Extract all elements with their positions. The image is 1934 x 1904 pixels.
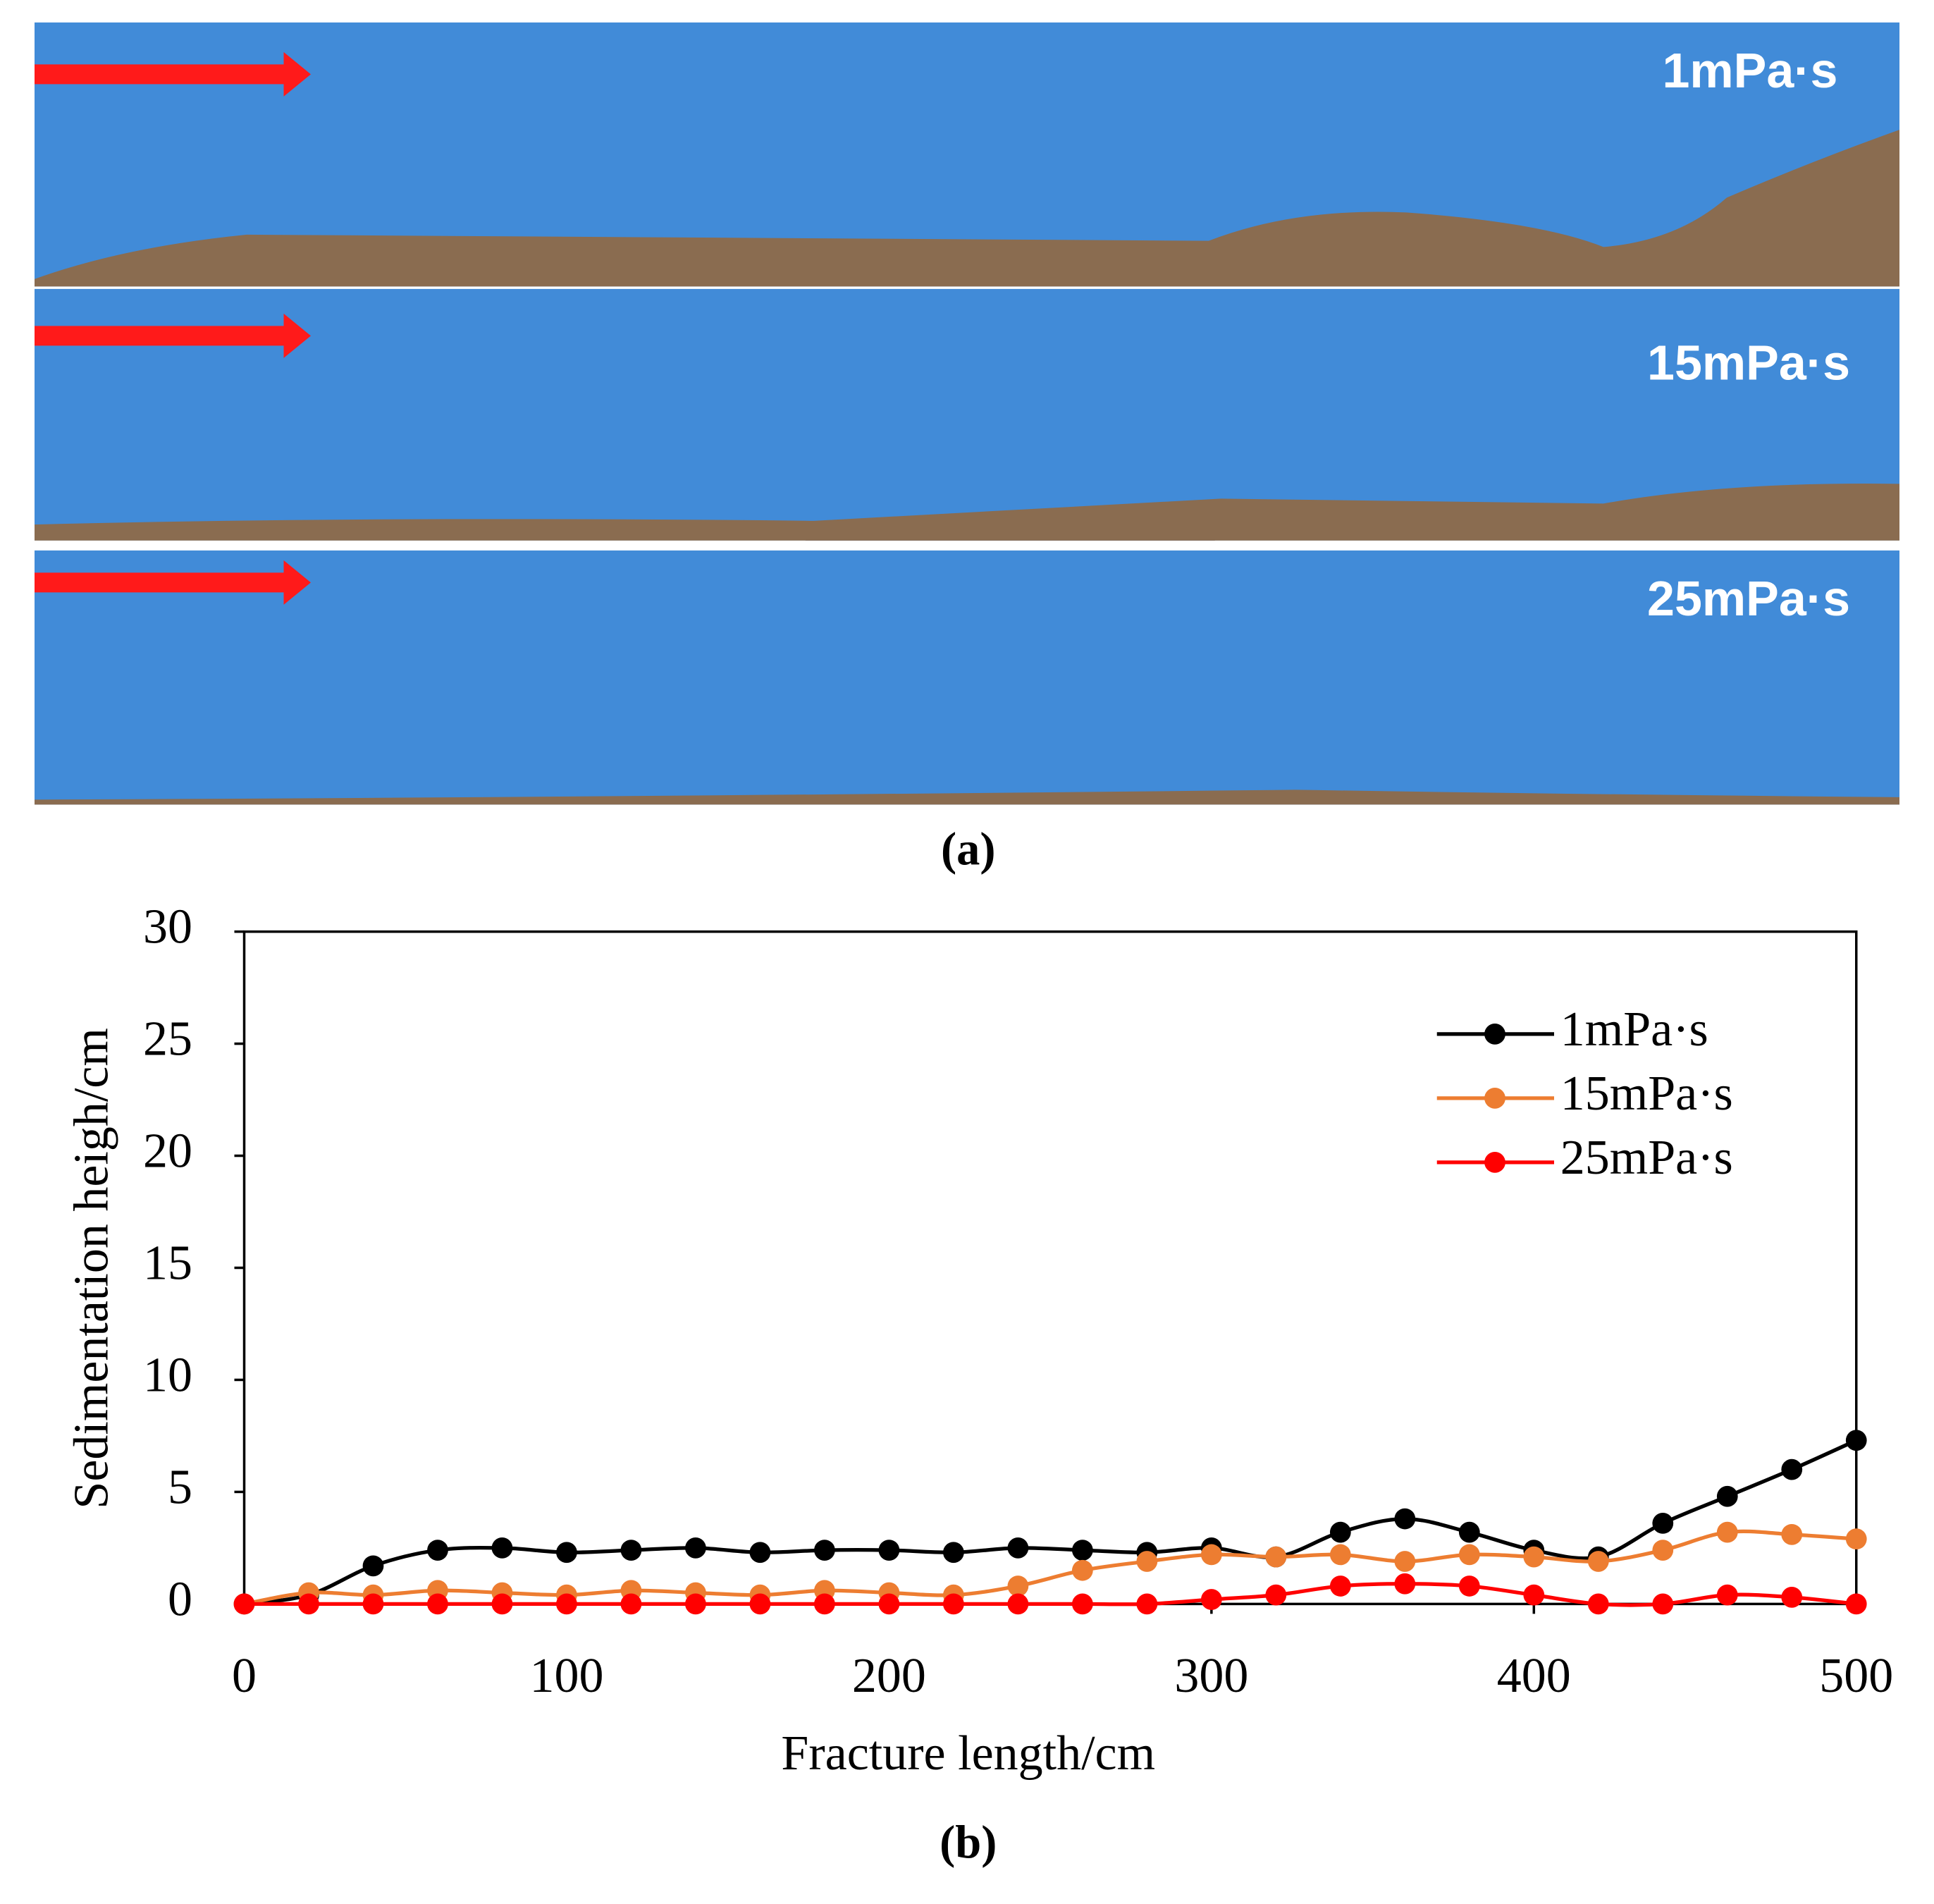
data-point (814, 1593, 835, 1615)
data-point (620, 1593, 642, 1615)
data-point (1845, 1593, 1867, 1615)
data-point (1007, 1576, 1029, 1597)
data-point (1652, 1540, 1674, 1561)
legend-label: 1mPa·s (1560, 1002, 1708, 1057)
data-point (943, 1542, 964, 1564)
separator (1214, 540, 1899, 548)
y-tick-label: 15 (143, 1236, 192, 1291)
band (35, 288, 1899, 541)
x-tick-label: 500 (1819, 1649, 1893, 1703)
sediment (35, 790, 1899, 805)
data-point (814, 1540, 835, 1561)
data-point (1329, 1576, 1351, 1597)
arrow (35, 51, 311, 97)
panel-label: 1mPa·s (1662, 43, 1837, 98)
data-point (1071, 1559, 1093, 1581)
series-line (244, 1582, 1857, 1607)
legend-marker (1484, 1088, 1505, 1109)
x-tick-label: 200 (852, 1649, 926, 1703)
y-tick-label: 25 (143, 1012, 192, 1067)
data-point (685, 1537, 706, 1559)
data-point (1265, 1584, 1287, 1606)
data-point (1394, 1551, 1416, 1572)
data-point (233, 1593, 255, 1615)
data-point (943, 1593, 964, 1615)
caption: (b) (940, 1817, 997, 1868)
data-point (1845, 1528, 1867, 1550)
y-axis-label: Sedimentation heigh/cm (65, 1028, 119, 1509)
data-point (1458, 1521, 1480, 1543)
y-tick-label: 20 (143, 1124, 192, 1179)
panel-label: 15mPa·s (1647, 336, 1850, 391)
data-point (1781, 1458, 1803, 1480)
data-point (878, 1593, 900, 1615)
data-point (1781, 1523, 1803, 1545)
data-point (1716, 1521, 1738, 1543)
data-point (1523, 1584, 1545, 1606)
caption: (a) (941, 824, 996, 876)
data-point (749, 1542, 771, 1564)
data-point (1587, 1593, 1609, 1615)
sediment (35, 484, 1899, 541)
data-point (1007, 1593, 1029, 1615)
data-point (1716, 1485, 1738, 1507)
data-point (427, 1540, 448, 1561)
data-point (1071, 1593, 1093, 1615)
photo-panel: 1mPa·s 15mPa·s 25mPa·s (35, 22, 1899, 805)
separator (35, 540, 806, 548)
data-point (1781, 1586, 1803, 1608)
legend-marker (1484, 1024, 1505, 1045)
data-point (491, 1537, 513, 1559)
x-axis-label: Fracture length/cm (781, 1726, 1155, 1781)
x-tick-label: 100 (529, 1649, 603, 1703)
data-point (1265, 1546, 1287, 1568)
data-point (1845, 1430, 1867, 1451)
data-point (878, 1540, 900, 1561)
panel-label: 25mPa·s (1647, 571, 1850, 626)
data-point (1200, 1589, 1222, 1610)
x-tick-label: 0 (232, 1649, 257, 1703)
arrow (35, 560, 311, 605)
data-point (1652, 1593, 1674, 1615)
y-tick-label: 0 (168, 1572, 192, 1626)
data-point (427, 1593, 448, 1615)
x-tick-label: 400 (1497, 1649, 1571, 1703)
legend-label: 15mPa·s (1560, 1067, 1733, 1121)
data-point (1458, 1544, 1480, 1566)
data-point (1329, 1544, 1351, 1566)
sediment (35, 130, 1899, 287)
legend-marker (1484, 1152, 1505, 1173)
y-tick-label: 5 (168, 1460, 192, 1514)
data-point (362, 1593, 384, 1615)
arrow (35, 313, 311, 358)
data-point (556, 1593, 577, 1615)
data-point (1136, 1593, 1158, 1615)
data-point (491, 1593, 513, 1615)
y-tick-label: 30 (143, 900, 192, 954)
data-point (685, 1593, 706, 1615)
band (35, 550, 1899, 805)
data-point (1587, 1551, 1609, 1572)
data-point (1716, 1584, 1738, 1606)
data-point (1007, 1537, 1029, 1559)
data-point (1200, 1544, 1222, 1566)
data-point (1394, 1508, 1416, 1530)
data-point (1458, 1576, 1480, 1597)
data-point (362, 1555, 384, 1577)
data-point (1329, 1521, 1351, 1543)
data-point (1523, 1546, 1545, 1568)
data-point (298, 1593, 319, 1615)
data-point (1652, 1513, 1674, 1534)
y-tick-label: 10 (143, 1349, 192, 1403)
series-line (244, 1529, 1856, 1606)
data-point (1071, 1540, 1093, 1561)
data-point (556, 1542, 577, 1564)
data-point (620, 1540, 642, 1561)
data-point (749, 1593, 771, 1615)
legend-label: 25mPa·s (1560, 1131, 1733, 1185)
data-point (1394, 1573, 1416, 1595)
x-tick-label: 300 (1174, 1649, 1248, 1703)
data-point (1136, 1551, 1158, 1572)
